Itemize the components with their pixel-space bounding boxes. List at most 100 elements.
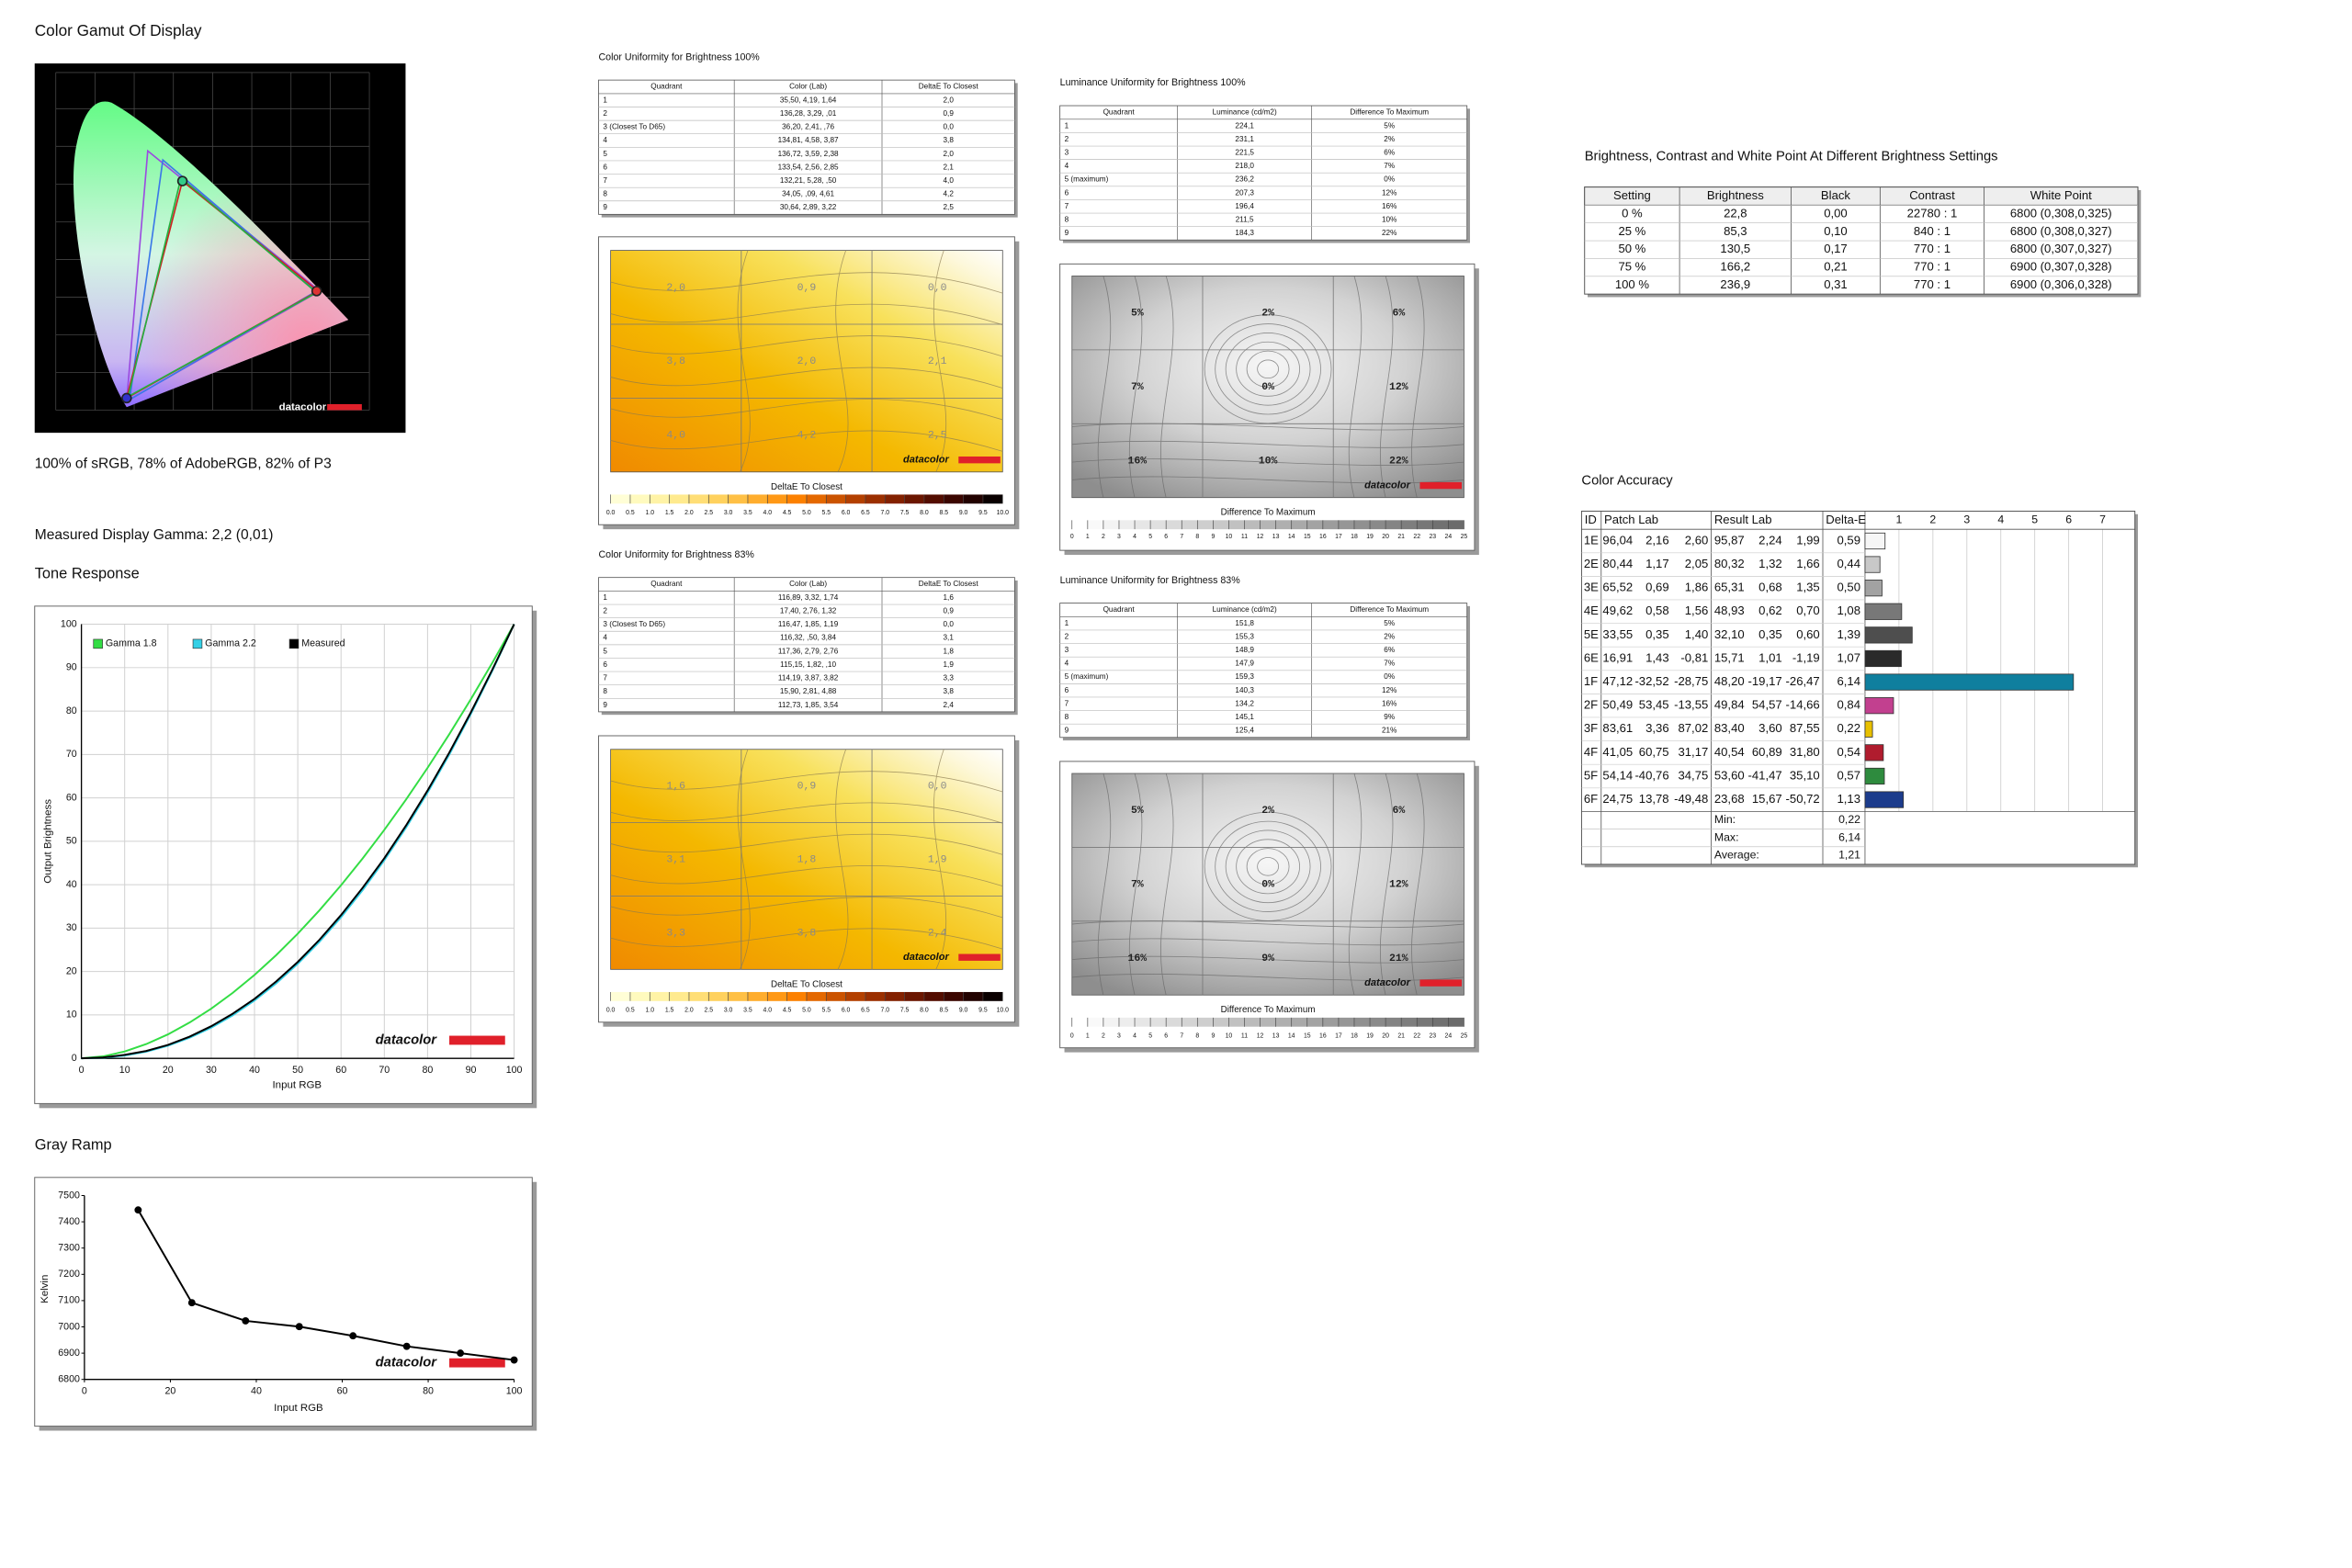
heatmap-label: 12%: [1389, 879, 1408, 891]
bar: [1864, 791, 1905, 808]
table-cell: 1: [1065, 121, 1069, 130]
table-cell: 2%: [1384, 632, 1395, 640]
heatmap-label: 9%: [1261, 953, 1274, 964]
table-cell: 95,87: [1714, 533, 1745, 547]
table-cell: 12%: [1382, 686, 1396, 694]
heatmap-label: 7%: [1131, 381, 1144, 393]
table-cell: 17,40, 2,76, 1,32: [780, 607, 837, 615]
table-cell: 236,2: [1235, 175, 1254, 184]
table-cell: 0,00: [1824, 206, 1848, 220]
scale-swatch: [747, 494, 768, 504]
table-header: Difference To Maximum: [1350, 108, 1429, 117]
x-tick-label: 5: [2031, 513, 2038, 526]
scale-swatch: [1150, 520, 1167, 530]
scale-swatch: [1071, 520, 1088, 530]
table-cell: 2,4: [944, 701, 955, 709]
table-cell: 4: [603, 634, 607, 642]
scale-label: 22: [1413, 534, 1420, 540]
scale-label: 14: [1288, 534, 1295, 540]
point: [242, 1316, 250, 1325]
point: [187, 1299, 196, 1307]
logo: datacolor: [903, 455, 949, 466]
scale-label: 10: [1226, 1032, 1233, 1039]
summary-label: Min:: [1714, 813, 1736, 826]
scale-label: 4.0: [763, 510, 773, 516]
summary-label: Max:: [1714, 830, 1739, 843]
table-cell: 9%: [1384, 713, 1395, 721]
scale-label: 14: [1288, 1032, 1295, 1039]
table-header: Setting: [1613, 188, 1651, 202]
scale-label: 3.5: [743, 1007, 752, 1013]
table-header: Luminance (cd/m2): [1213, 605, 1277, 614]
panel: [34, 1177, 533, 1427]
bar: [1864, 649, 1902, 668]
table-cell: 2: [603, 109, 607, 118]
scale-label: 12: [1257, 1032, 1264, 1039]
bar: [1864, 744, 1884, 761]
scale-label: 1.0: [646, 1007, 655, 1013]
table-cell: 147,9: [1235, 660, 1254, 668]
scale-swatch: [904, 991, 924, 1001]
table-cell: 4F: [1584, 745, 1598, 759]
chart-title: Gray Ramp: [35, 1137, 112, 1154]
x-tick-label: 0: [82, 1386, 87, 1397]
scale-swatch: [1370, 520, 1386, 530]
logo-bar: [958, 953, 1001, 961]
table-cell: 4: [1065, 162, 1069, 170]
scale-label: 6.0: [842, 1007, 851, 1013]
table-cell: 136,28, 3,29, ,01: [780, 109, 837, 118]
table-cell: 22780 : 1: [1907, 206, 1958, 220]
x-tick-label: 0: [79, 1065, 85, 1076]
table-header: Luminance (cd/m2): [1213, 108, 1277, 117]
scale-swatch: [629, 494, 650, 504]
table-cell: 224,1: [1235, 121, 1254, 130]
heatmap-label: 10%: [1259, 456, 1278, 468]
section-title: Color Uniformity for Brightness 83%: [598, 549, 754, 560]
scale-swatch: [1401, 1017, 1418, 1027]
contour-line: [1225, 829, 1311, 904]
table-header: Difference To Maximum: [1350, 605, 1429, 614]
logo-bar: [449, 1035, 505, 1045]
scale-swatch: [1071, 1017, 1088, 1027]
table-cell: 2,0: [944, 96, 955, 104]
scale-label: 11: [1241, 534, 1248, 540]
table-cell: 6800 (0,308,0,327): [2010, 224, 2112, 238]
logo: datacolor: [376, 1356, 438, 1371]
scale-label: 17: [1335, 1032, 1342, 1039]
table-cell: 1,6: [944, 593, 955, 602]
table-cell: 16,91: [1602, 650, 1633, 664]
table-cell: 2,60: [1685, 533, 1709, 547]
scale-swatch: [1118, 520, 1136, 530]
section-title: Color Uniformity for Brightness 100%: [598, 51, 760, 62]
table-cell: 132,21, 5,28, ,50: [780, 176, 837, 185]
contour-line: [737, 250, 751, 472]
scale-label: 1.5: [665, 1007, 674, 1013]
y-tick-label: 7400: [58, 1216, 80, 1227]
table-cell: 100 %: [1615, 277, 1650, 291]
table-cell: 166,2: [1720, 260, 1750, 274]
table-cell: 85,3: [1724, 224, 1747, 238]
legend-label: Measured: [301, 638, 345, 649]
scale-label: 7.0: [881, 1007, 890, 1013]
contour-line: [1215, 820, 1321, 912]
logo-bar: [327, 403, 362, 411]
table-cell: 22%: [1382, 229, 1396, 237]
scale-swatch: [1432, 520, 1449, 530]
table-cell: 36,20, 2,41, ,76: [782, 123, 834, 131]
table-cell: 218,0: [1235, 162, 1254, 170]
table-cell: -19,17: [1748, 674, 1782, 688]
bar: [1864, 767, 1885, 785]
table-cell: 4,2: [944, 190, 955, 198]
table-cell: 112,73, 1,85, 3,54: [778, 701, 839, 709]
scale-label: 5.0: [802, 510, 811, 516]
gamma-text: Measured Display Gamma: 2,2 (0,01): [35, 527, 274, 543]
scale-swatch: [1228, 1017, 1245, 1027]
table-cell: 47,12: [1602, 674, 1633, 688]
table-cell: 24,75: [1602, 792, 1633, 806]
series-line: [137, 1209, 514, 1361]
heatmap-label: 0,0: [928, 282, 947, 294]
logo: datacolor: [279, 401, 327, 412]
table-cell: 5F: [1584, 768, 1598, 782]
table-cell: 1,66: [1796, 557, 1820, 570]
